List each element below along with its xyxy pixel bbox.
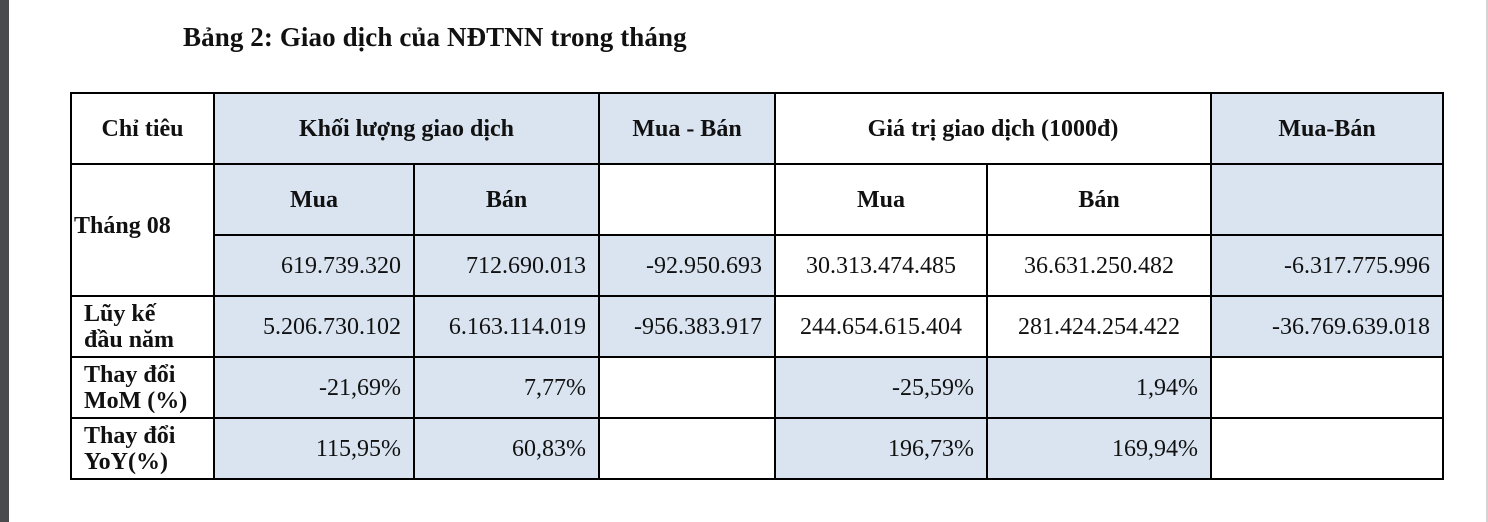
subheader-gt-ban: Bán xyxy=(986,163,1212,236)
subheader-row: Tháng 08 Mua Bán Mua Bán xyxy=(70,163,1444,297)
empty-cell xyxy=(598,356,776,419)
empty-cell xyxy=(1210,417,1444,480)
subheader-kl-ban: Bán xyxy=(413,163,600,236)
cell-mom-kl-ban: 7,77% xyxy=(413,356,600,419)
row-label-line: đầu năm xyxy=(84,326,175,353)
table-row-thang: 619.739.320 712.690.013 -92.950.693 30.3… xyxy=(71,234,1444,297)
subheader-gt-mua: Mua xyxy=(774,163,988,236)
cell-luy-ke-kl-ban: 6.163.114.019 xyxy=(413,295,600,358)
cell-thang-gt-mua: 30.313.474.485 xyxy=(774,234,988,297)
cell-yoy-kl-ban: 60,83% xyxy=(413,417,600,480)
cell-mom-kl-mua: -21,69% xyxy=(213,356,415,419)
row-label-line: YoY(%) xyxy=(84,448,168,475)
empty-cell xyxy=(1210,163,1444,236)
cell-luy-ke-kl-mua: 5.206.730.102 xyxy=(213,295,415,358)
cell-thang-kl-ban: 712.690.013 xyxy=(413,234,600,297)
row-label-line: Lũy kế xyxy=(84,300,156,327)
cell-yoy-kl-mua: 115,95% xyxy=(213,417,415,480)
header-khoi-luong: Khối lượng giao dịch xyxy=(213,92,600,165)
cell-thang-kl-net: -92.950.693 xyxy=(598,234,776,297)
empty-cell xyxy=(598,163,776,236)
empty-cell xyxy=(598,417,776,480)
window-edge-left xyxy=(0,0,9,522)
row-label-mom: Thay đổi MoM (%) xyxy=(70,356,215,419)
cell-mom-gt-mua: -25,59% xyxy=(774,356,988,419)
foreign-investor-trading-table: Chỉ tiêu Khối lượng giao dịch Mua - Bán … xyxy=(70,92,1444,480)
row-label-line: MoM (%) xyxy=(84,387,188,414)
cell-mom-gt-ban: 1,94% xyxy=(986,356,1212,419)
cell-yoy-gt-ban: 169,94% xyxy=(986,417,1212,480)
header-gia-tri: Giá trị giao dịch (1000đ) xyxy=(774,92,1212,165)
row-label-thang: Tháng 08 xyxy=(70,163,215,297)
cell-thang-gt-ban: 36.631.250.482 xyxy=(986,234,1212,297)
cell-luy-ke-gt-mua: 244.654.615.404 xyxy=(774,295,988,358)
table-row-luy-ke: Lũy kế đầu năm 5.206.730.102 6.163.114.01… xyxy=(70,295,1444,358)
header-mua-ban-volume: Mua - Bán xyxy=(598,92,776,165)
cell-thang-kl-mua: 619.739.320 xyxy=(213,234,415,297)
table-row-yoy: Thay đổi YoY(%) 115,95% 60,83% 196,73% 16… xyxy=(70,417,1444,480)
cell-luy-ke-kl-net: -956.383.917 xyxy=(598,295,776,358)
row-label-yoy: Thay đổi YoY(%) xyxy=(70,417,215,480)
cell-luy-ke-gt-net: -36.769.639.018 xyxy=(1210,295,1444,358)
table-title: Bảng 2: Giao dịch của NĐTNN trong tháng xyxy=(183,22,687,52)
cell-yoy-gt-mua: 196,73% xyxy=(774,417,988,480)
table-row-mom: Thay đổi MoM (%) -21,69% 7,77% -25,59% 1,… xyxy=(70,356,1444,419)
subheader-kl-mua: Mua xyxy=(213,163,415,236)
header-chi-tieu: Chỉ tiêu xyxy=(70,92,215,165)
row-label-line: Thay đổi xyxy=(84,361,176,388)
cell-thang-gt-net: -6.317.775.996 xyxy=(1210,234,1444,297)
window-edge-right xyxy=(1486,0,1488,522)
row-label-line: Thay đổi xyxy=(84,422,176,449)
empty-cell xyxy=(1210,356,1444,419)
row-label-luy-ke: Lũy kế đầu năm xyxy=(70,295,215,358)
header-row: Chỉ tiêu Khối lượng giao dịch Mua - Bán … xyxy=(70,92,1444,165)
cell-luy-ke-gt-ban: 281.424.254.422 xyxy=(986,295,1212,358)
header-mua-ban-value: Mua-Bán xyxy=(1210,92,1444,165)
